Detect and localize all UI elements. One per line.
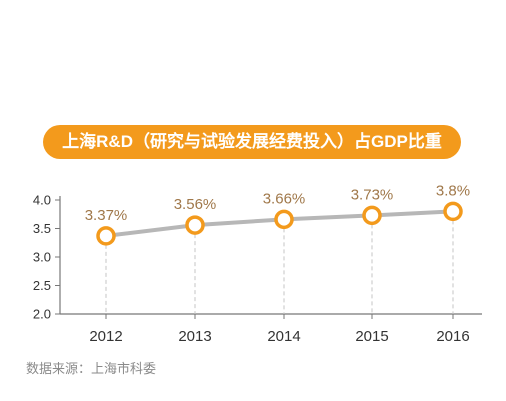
data-label: 3.56% — [174, 196, 217, 213]
y-tick-label: 3.0 — [33, 250, 51, 265]
data-point — [96, 226, 116, 246]
data-label: 3.37% — [85, 207, 128, 224]
data-label: 3.8% — [436, 182, 470, 199]
x-tick-label: 2014 — [267, 328, 300, 345]
data-point — [274, 209, 294, 230]
chart-title: 上海R&D（研究与试验发展经费投入）占GDP比重 — [43, 125, 461, 159]
data-point — [185, 215, 205, 235]
data-point — [443, 201, 463, 222]
data-label: 3.66% — [263, 190, 306, 207]
y-tick-label: 4.0 — [33, 193, 51, 208]
y-tick-label: 2.0 — [33, 307, 51, 322]
source-note: 数据来源：上海市科委 — [26, 361, 157, 376]
x-tick-label: 2015 — [355, 328, 388, 345]
x-tick-label: 2013 — [178, 328, 211, 345]
data-point — [362, 205, 382, 226]
y-tick-label: 2.5 — [33, 278, 51, 293]
data-label: 3.73% — [351, 186, 394, 203]
y-tick-label: 3.5 — [33, 221, 51, 236]
x-tick-label: 2016 — [436, 328, 469, 345]
x-tick-label: 2012 — [89, 328, 122, 345]
